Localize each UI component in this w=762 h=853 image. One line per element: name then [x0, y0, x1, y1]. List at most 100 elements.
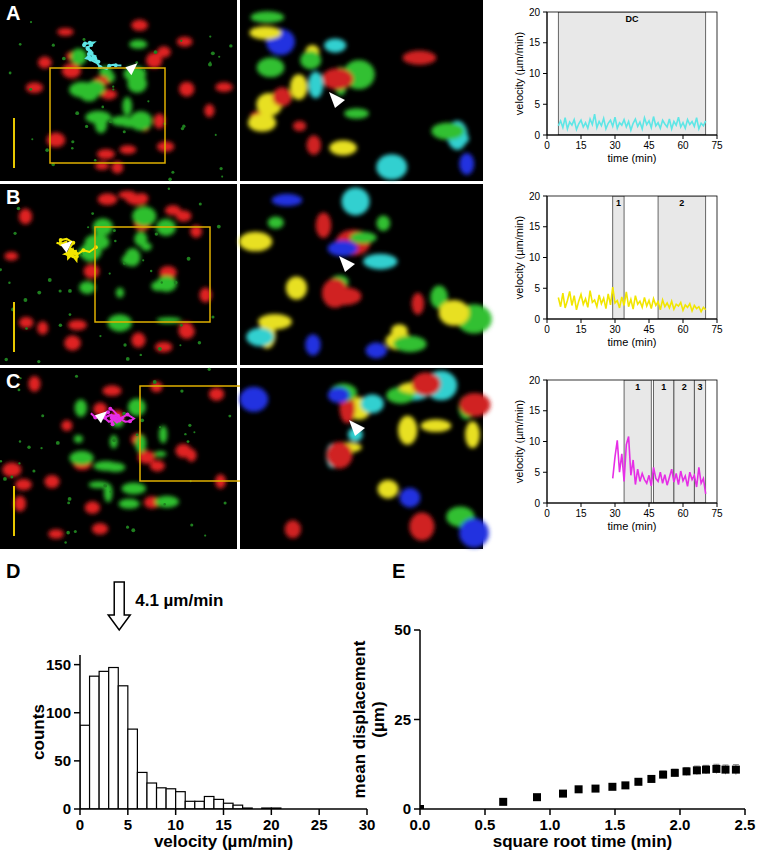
speck: [29, 88, 32, 91]
histogram-bar: [157, 788, 167, 809]
cell: [85, 501, 101, 514]
cell: [19, 209, 32, 225]
speck: [109, 491, 111, 493]
y-tick: [543, 135, 547, 136]
y-tick-label: 5: [534, 467, 540, 478]
point: [592, 785, 600, 793]
point: [722, 766, 730, 774]
cell: [95, 116, 107, 133]
x-tick-label: 45: [643, 324, 655, 335]
arrowhead: [349, 420, 365, 436]
speck: [3, 477, 7, 481]
cell: [300, 51, 321, 69]
scale-bar: [13, 302, 15, 352]
point: [712, 765, 720, 773]
cell: [84, 264, 100, 278]
point: [621, 781, 629, 789]
cell: [71, 48, 87, 65]
cell: [74, 435, 83, 443]
x-axis: [547, 319, 717, 320]
cell: [239, 387, 268, 412]
plot-frame: [547, 196, 717, 319]
cells: [2, 376, 226, 539]
cell: [272, 87, 292, 106]
labels: 12: [616, 198, 684, 208]
track-dot: [96, 60, 100, 64]
histogram-bar: [185, 801, 195, 809]
x-tick-label: 0: [544, 508, 550, 519]
cell: [119, 499, 140, 509]
y-tick: [543, 441, 547, 442]
histogram-bar: [224, 803, 234, 809]
micrograph-zoom: [240, 0, 483, 181]
speck: [13, 232, 16, 235]
speck: [32, 469, 35, 472]
cell: [398, 416, 417, 445]
y-tick: [543, 319, 547, 320]
x-tick: [683, 319, 684, 323]
cell: [68, 320, 87, 331]
y-tick-label: 50: [54, 752, 71, 769]
cell: [376, 216, 390, 231]
y-tick: [74, 808, 80, 810]
track-dot: [126, 413, 130, 417]
cell: [156, 276, 177, 292]
x-axis: [420, 808, 745, 810]
speck: [23, 298, 27, 302]
track-dot: [128, 419, 132, 423]
micrograph-left: C: [0, 368, 255, 549]
figure: ABCDC0153045607505101520time (min)veloci…: [0, 0, 762, 853]
point: [533, 793, 541, 801]
labels: 1123: [635, 382, 702, 392]
track: [84, 42, 121, 69]
plot-frame: [547, 380, 717, 503]
cell: [412, 372, 441, 395]
phase-label: 1: [616, 198, 621, 208]
cell: [459, 393, 490, 417]
cell: [290, 74, 308, 99]
speck: [101, 106, 104, 109]
cell: [175, 444, 191, 458]
phase-label: 1: [661, 382, 666, 392]
speck: [91, 212, 94, 215]
y-tick-label: 0: [403, 800, 411, 817]
track-dot: [114, 417, 118, 421]
phase-label: 2: [682, 382, 687, 392]
cell: [79, 281, 95, 294]
cell: [154, 451, 166, 457]
track-dot: [88, 58, 92, 62]
cell: [130, 111, 152, 131]
speck: [209, 35, 211, 37]
x-tick: [366, 809, 368, 815]
x-tick: [549, 809, 551, 815]
x-tick: [615, 503, 616, 507]
plot-area: [420, 764, 740, 809]
speck: [18, 462, 20, 464]
point: [659, 771, 667, 779]
cell: [327, 442, 353, 469]
speck: [68, 497, 72, 501]
phase-box: [674, 380, 694, 503]
cell: [119, 145, 136, 154]
cell: [132, 206, 156, 226]
y-tick: [543, 42, 547, 43]
cell: [431, 122, 464, 139]
zoom-box: [140, 386, 255, 481]
speck: [112, 86, 114, 88]
x-tick: [649, 503, 650, 507]
x-axis: [547, 135, 717, 136]
cell: [38, 56, 52, 68]
x-tick-label: 0: [76, 816, 84, 833]
speck: [9, 72, 12, 75]
speck: [66, 531, 70, 535]
speck: [5, 358, 8, 361]
track-dot: [110, 416, 114, 420]
x-tick: [223, 809, 225, 815]
speck: [83, 38, 86, 41]
x-tick-label: 25: [311, 816, 328, 833]
x-tick: [547, 135, 548, 139]
x-axis: [547, 503, 717, 504]
point: [732, 766, 740, 774]
cell: [155, 342, 173, 353]
speck: [109, 119, 113, 123]
